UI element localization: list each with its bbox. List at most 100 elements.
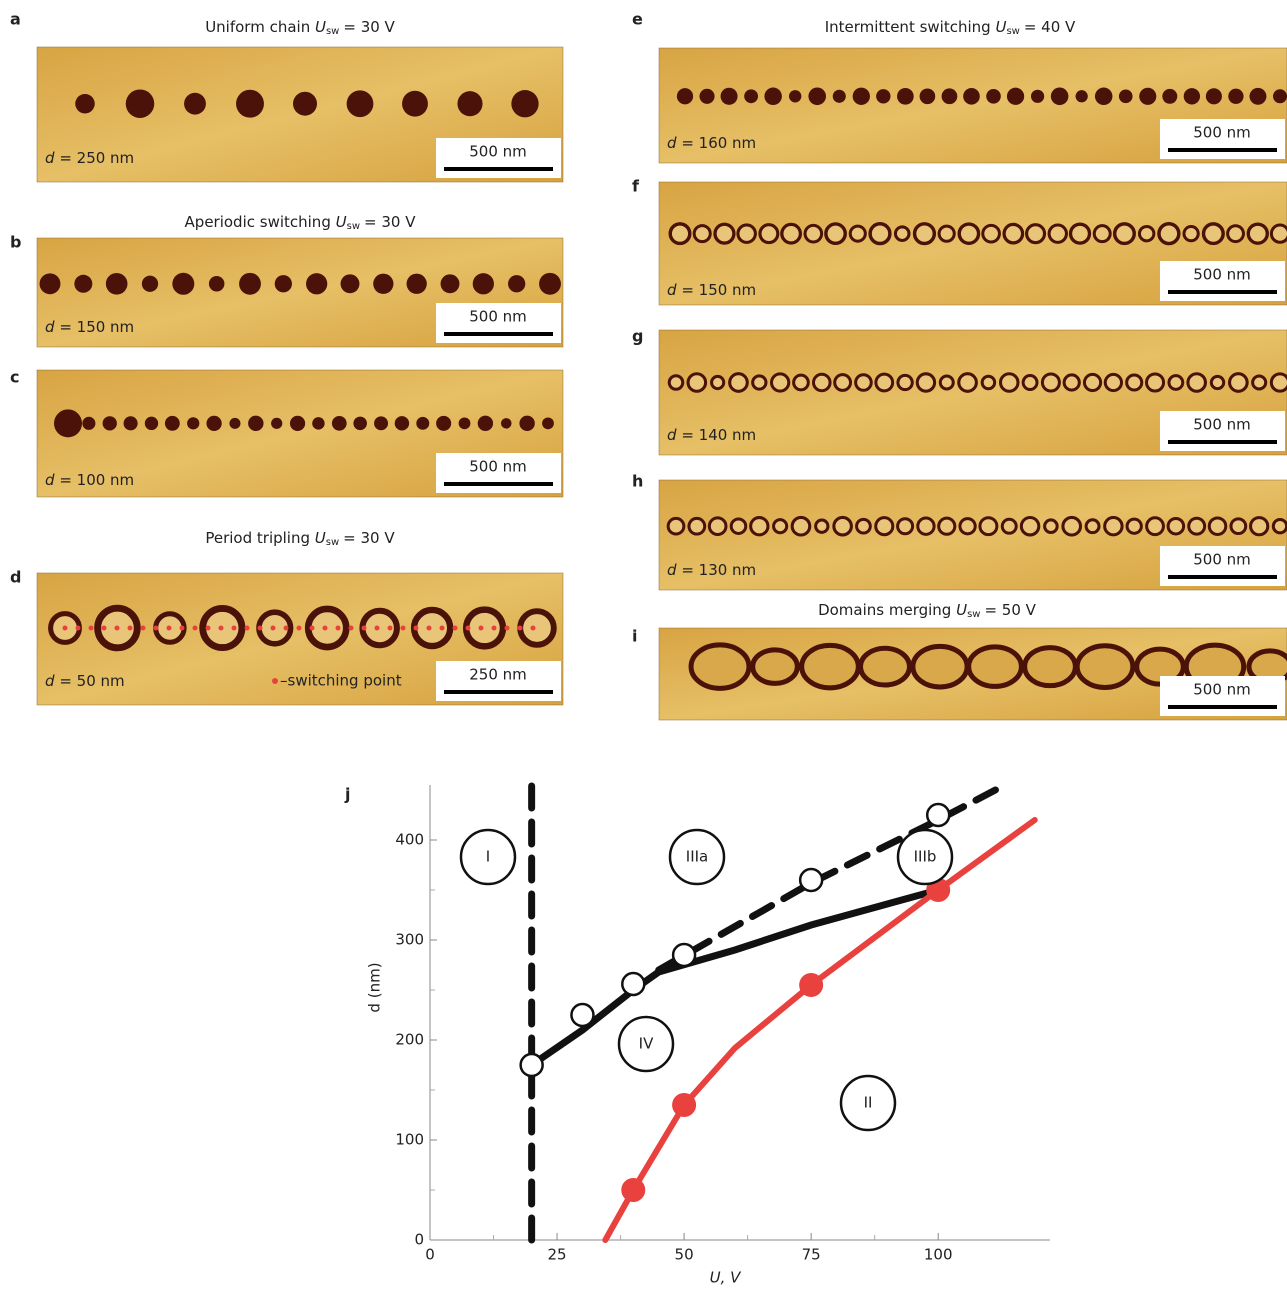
domain [1001,374,1018,391]
domain [1139,88,1156,105]
domain [414,610,450,646]
text-part: U [995,18,1006,36]
domain [694,226,710,242]
text-part: d [667,134,677,152]
domain [457,91,482,116]
text-part: Intermittent switching [825,18,991,36]
domain [1049,225,1066,242]
text-part: U [336,213,347,231]
text-part: d [45,471,55,489]
domain [248,416,263,431]
scale-bar-label: 500 nm [1193,681,1251,699]
panel-title: Aperiodic switching Usw= 30 V [185,213,417,233]
domain [789,90,801,102]
domain [814,374,831,391]
domain [980,518,997,535]
data-point [621,1178,645,1202]
domain [699,89,714,104]
domain [416,417,429,430]
domain [876,89,890,103]
domain [1105,518,1122,535]
spacing-label: d = 250 nm [45,149,134,167]
domain [478,416,493,431]
domain [436,416,451,431]
domain [473,273,494,294]
domain [341,274,360,293]
domain [1147,518,1164,535]
domain [1248,224,1267,243]
text-part: = 30 V [343,529,395,547]
scale-bar-label: 500 nm [469,143,527,161]
domain [738,225,755,242]
domain [1162,89,1177,104]
switching-point [427,626,432,631]
switching-point [297,626,302,631]
domain [959,224,978,243]
domain [731,519,746,534]
text-part: = 50 nm [59,672,124,690]
domain [312,417,324,429]
y-tick-label: 100 [395,1131,424,1149]
switching-point [453,626,458,631]
domain [126,89,155,118]
domain [1004,224,1022,242]
text-part: = 50 V [984,601,1036,619]
domain [306,273,327,294]
switching-point [323,626,328,631]
domain [1115,224,1135,244]
data-point [927,804,949,826]
domain [918,518,934,534]
domain [1249,88,1266,105]
switching-point [336,626,341,631]
domain [764,88,781,105]
domain [1139,226,1153,240]
domain [239,273,261,295]
domain [466,610,503,647]
domain [1063,517,1081,535]
panel-letter: e [632,10,643,29]
domain [1105,374,1121,390]
text-part: sw [326,26,339,37]
domain [744,89,758,103]
domain [939,518,955,534]
panel-title: Domains merging Usw= 50 V [818,601,1037,621]
legend-text: –switching point [280,672,402,690]
domain [520,611,554,645]
domain [293,92,317,116]
switching-point [414,626,419,631]
spacing-label: d = 50 nm [45,672,125,690]
domain [833,90,846,103]
domain [1025,648,1076,686]
domain [1228,89,1243,104]
domain [103,416,117,430]
domain [1184,88,1200,104]
region-label: IIIb [914,848,937,866]
domain [1094,226,1110,242]
domain [1042,374,1059,391]
domain [915,224,935,244]
text-part: Aperiodic switching [185,213,331,231]
domain [145,417,158,430]
switching-point [76,626,81,631]
domain [835,375,851,391]
region-label: IV [639,1035,654,1053]
domain [290,416,305,431]
domain [1231,519,1246,534]
domain [860,648,909,685]
domain [1084,374,1100,390]
switching-point [115,626,120,631]
domain [1051,88,1069,106]
domain [1273,89,1287,103]
scale-bar-label: 500 nm [1193,416,1251,434]
domain [229,418,240,429]
domain [206,416,221,431]
domain [920,88,936,104]
domain [82,417,95,430]
domain [236,90,264,118]
switching-point [440,626,445,631]
x-tick-label: 100 [924,1246,953,1264]
switching-point [154,626,159,631]
panel-letter: h [632,472,643,491]
domain [142,276,158,292]
switching-point [271,626,276,631]
